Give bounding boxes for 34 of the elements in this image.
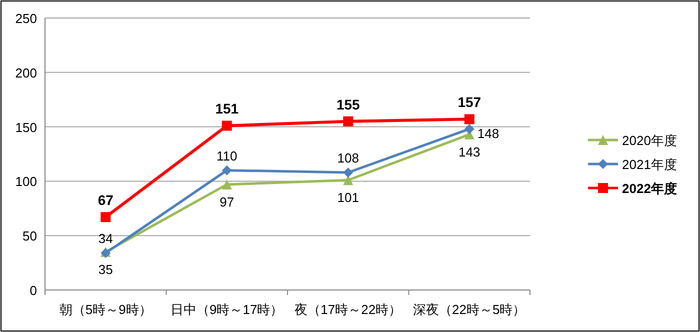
legend-label: 2021年度 (622, 157, 677, 172)
point (464, 124, 474, 134)
y-tick-label: 0 (30, 283, 37, 298)
point (222, 165, 232, 176)
point (100, 212, 111, 222)
data-label: 157 (458, 94, 482, 110)
data-label: 108 (337, 150, 359, 166)
data-label: 67 (98, 192, 114, 208)
x-tick-label: 日中（9時～17時） (170, 302, 284, 317)
y-tick-label: 250 (15, 11, 37, 26)
x-tick-label: 朝（5時～9時） (59, 302, 152, 317)
y-tick-label: 100 (15, 174, 37, 190)
x-tick-label: 深夜（22時～5時） (413, 302, 526, 317)
legend-label: 2022年度 (622, 181, 677, 196)
y-tick-label: 150 (15, 120, 37, 135)
point (222, 179, 232, 190)
data-label: 155 (336, 96, 360, 112)
x-tick-label: 夜（17時～22時） (294, 302, 402, 317)
point (343, 175, 354, 186)
y-tick-label: 200 (15, 65, 37, 80)
data-label: 143 (458, 144, 480, 160)
data-label: 35 (98, 262, 113, 277)
data-label: 110 (216, 148, 238, 164)
data-label: 34 (98, 231, 113, 246)
point (222, 120, 232, 131)
y-tick-label: 50 (22, 228, 37, 244)
data-label: 101 (337, 190, 359, 206)
data-label: 148 (477, 126, 500, 141)
legend-label: 2020年度 (622, 133, 677, 148)
data-label: 151 (215, 100, 239, 117)
point (343, 167, 354, 178)
data-label: 97 (220, 194, 234, 210)
point (343, 116, 354, 126)
point (464, 114, 474, 124)
